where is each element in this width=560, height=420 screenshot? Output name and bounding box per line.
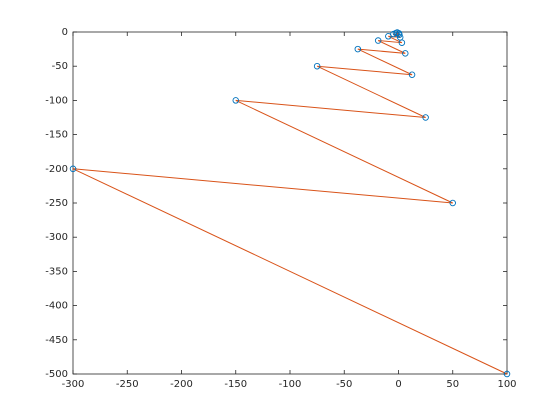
y-tick-label: -150 (45, 130, 68, 141)
y-tick-label: -300 (45, 232, 68, 243)
y-tick-label: -350 (45, 266, 68, 277)
y-tick-label: -200 (45, 164, 68, 175)
x-tick-label: -200 (170, 379, 193, 390)
x-tick-label: -300 (62, 379, 85, 390)
point-marker (232, 97, 239, 104)
y-tick-label: -500 (45, 369, 68, 380)
x-tick-label: 0 (395, 379, 401, 390)
point-marker (393, 29, 401, 36)
point-marker (354, 45, 362, 53)
y-tick-label: -100 (45, 95, 68, 106)
point-marker (449, 199, 457, 207)
x-tick-label: -50 (336, 379, 352, 390)
y-tick-label: 0 (62, 27, 68, 38)
point-marker (503, 370, 511, 378)
point-marker (396, 34, 404, 41)
axes-box (72, 31, 508, 375)
point-marker (422, 114, 429, 121)
point-marker (408, 71, 416, 78)
point-marker (374, 37, 382, 44)
x-tick-label: -150 (224, 379, 247, 390)
y-tick-label: -450 (45, 335, 68, 346)
x-tick-label: -250 (116, 379, 139, 390)
x-tick-label: 100 (497, 379, 516, 390)
x-tick-label: -100 (279, 379, 302, 390)
y-tick-label: -400 (45, 301, 68, 312)
series-line (72, 32, 508, 375)
point-marker (69, 165, 77, 173)
point-marker (313, 62, 321, 70)
point-marker (402, 50, 409, 57)
y-tick-label: -50 (52, 61, 68, 72)
x-tick-label: 50 (446, 379, 459, 390)
y-tick-label: -250 (45, 198, 68, 209)
